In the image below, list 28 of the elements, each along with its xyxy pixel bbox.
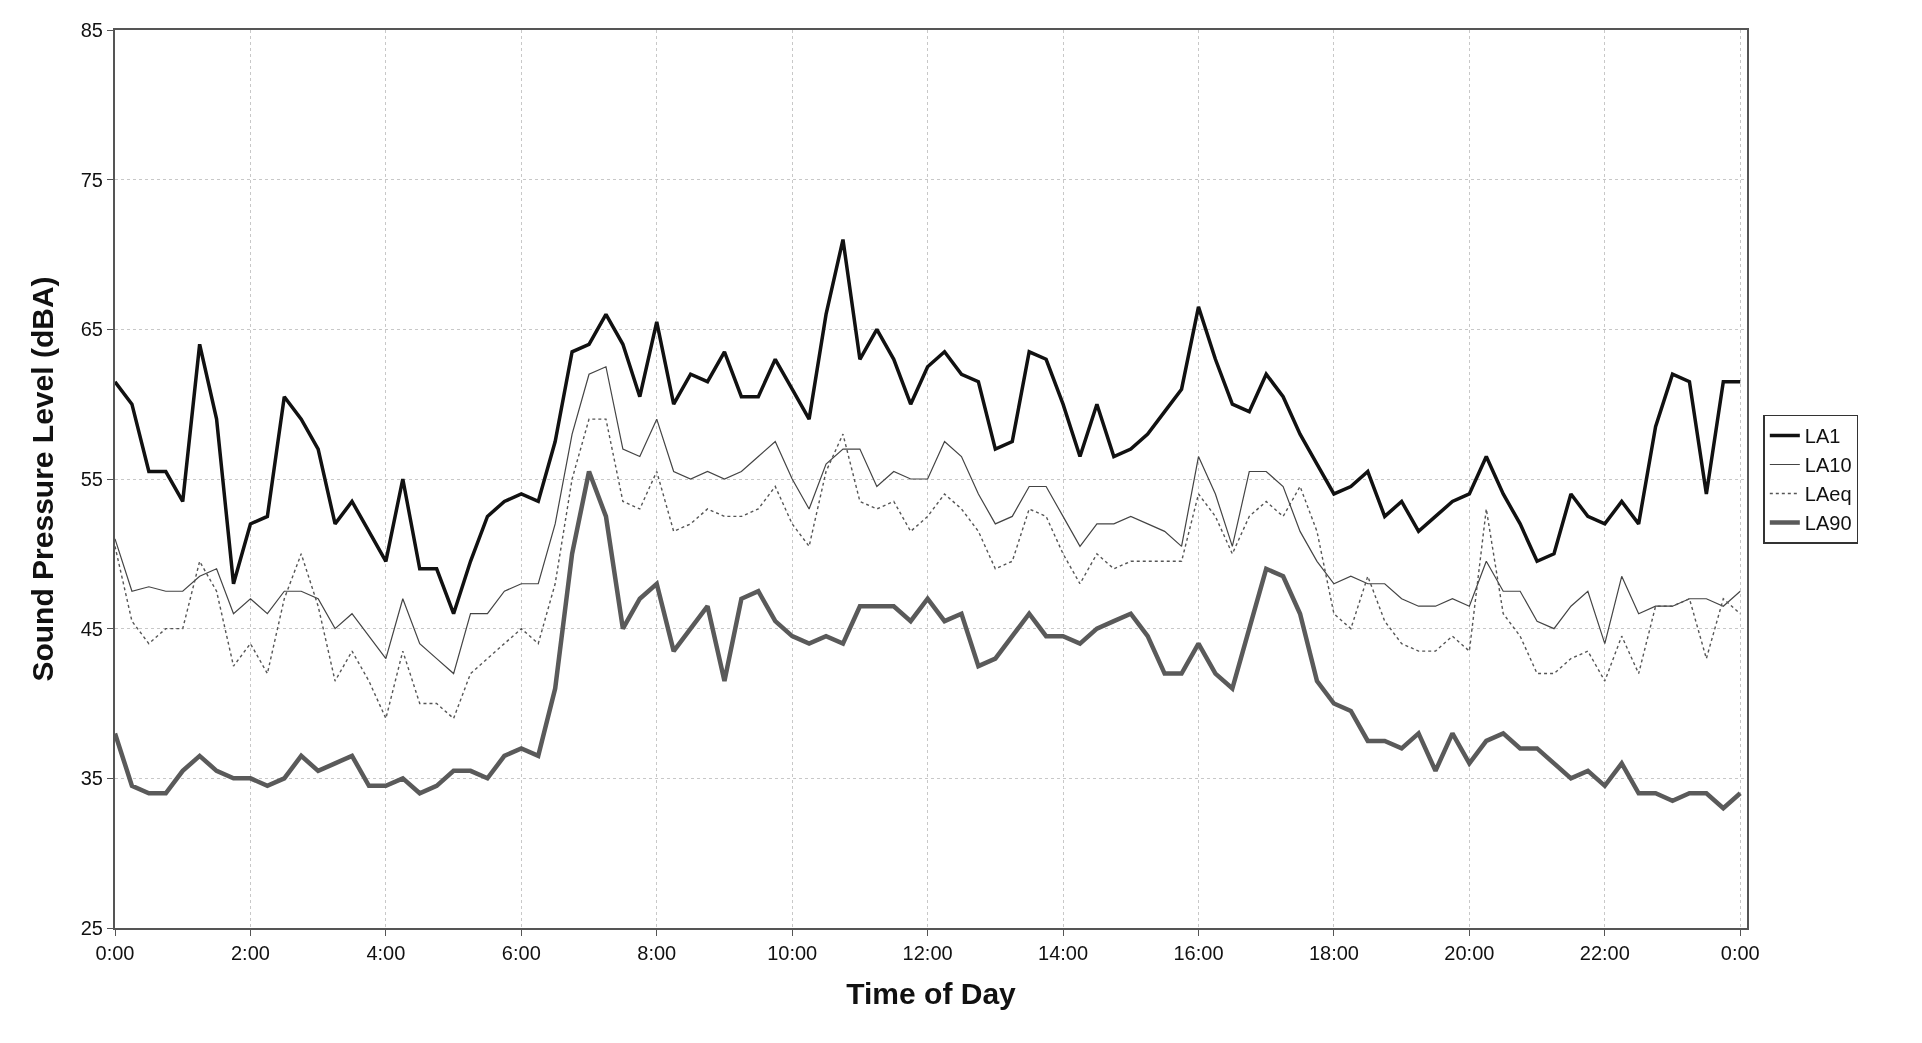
x-tick-label: 16:00 (1173, 942, 1224, 964)
y-tick-label: 55 (80, 468, 103, 490)
x-tick-label: 2:00 (230, 942, 270, 964)
y-tick-label: 35 (80, 767, 103, 790)
line-series (115, 237, 1742, 616)
y-axis-title: Sound Pressure Level (dBA) (26, 276, 60, 682)
x-axis-title: Time of Day (846, 977, 1017, 1010)
y-tick-label: 25 (80, 917, 103, 939)
x-tick-label: 22:00 (1579, 942, 1630, 964)
x-tick-label: 14:00 (1038, 942, 1089, 964)
x-tick-label: 6:00 (501, 942, 541, 964)
legend-label: LA10 (1804, 454, 1852, 477)
line-series (115, 366, 1741, 675)
x-tick-label: 20:00 (1444, 942, 1495, 964)
legend-label: LAeq (1804, 483, 1852, 506)
x-tick-label: 0:00 (1720, 942, 1760, 964)
y-tick-label: 65 (80, 318, 103, 341)
legend-label: LA1 (1804, 425, 1841, 448)
x-tick-label: 10:00 (767, 942, 818, 964)
x-tick-label: 4:00 (366, 942, 406, 964)
y-tick-label: 45 (80, 617, 103, 640)
x-tick-label: 0:00 (95, 942, 135, 964)
x-tick-label: 12:00 (902, 942, 953, 964)
x-tick-label: 18:00 (1308, 942, 1359, 964)
x-tick-label: 8:00 (637, 942, 677, 964)
y-tick-label: 85 (80, 19, 103, 41)
legend-label: LA90 (1804, 512, 1852, 535)
y-tick-label: 75 (80, 168, 103, 191)
